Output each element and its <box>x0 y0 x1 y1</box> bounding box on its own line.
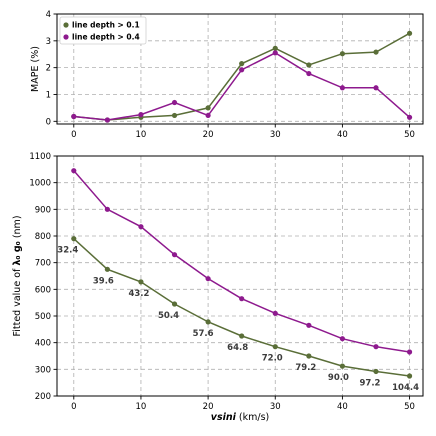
top-series-1-point-0 <box>71 113 77 120</box>
top-series-0-line <box>73 32 410 121</box>
bottom-ytick-label-400: 400 <box>35 339 51 349</box>
legend-label-depth-0.4: line depth > 0.4 <box>72 33 140 42</box>
annotation-64.8: 64.8 <box>227 343 248 353</box>
legend-marker-depth-0.4 <box>63 34 69 40</box>
bottom-series-0-point-0 <box>71 168 77 174</box>
bottom-series-1-point-10 <box>138 279 144 285</box>
bottom-series-0-point-5 <box>104 206 110 212</box>
bottom-xlabel-unit: (km/s) <box>236 412 269 423</box>
annotation-79.2: 79.2 <box>295 363 316 373</box>
bottom-xlabel-bold: vsini <box>211 412 237 423</box>
bottom-ytick-label-1000: 1000 <box>29 179 51 189</box>
top-ytick-label-4: 4 <box>46 10 51 20</box>
bottom-series-0-point-20 <box>205 276 211 282</box>
annotation-43.2: 43.2 <box>128 289 149 299</box>
bottom-series-1-point-35 <box>306 353 312 359</box>
top-series-0-point-25 <box>239 61 245 67</box>
bottom-series-1-point-50 <box>406 373 413 379</box>
annotation-32.4: 32.4 <box>57 246 78 256</box>
annotation-72.0: 72.0 <box>262 354 283 364</box>
bottom-series-1-line <box>73 238 410 377</box>
top-series-0-point-40 <box>339 51 346 57</box>
top-ytick-label-1: 1 <box>46 90 51 100</box>
bottom-ylabel: Fitted value of λ₀ g₀ (nm) <box>12 215 23 336</box>
bottom-ylabel-symbol: λ₀ g₀ <box>12 241 23 265</box>
bottom-series-0-point-35 <box>306 322 312 328</box>
top-plot-frame <box>56 13 424 125</box>
bottom-series-1-point-0 <box>71 236 77 242</box>
top-series-0-point-30 <box>272 45 278 51</box>
bottom-series-1-point-45 <box>373 368 379 375</box>
top-series-1-point-50 <box>406 114 413 120</box>
top-series-1-point-30 <box>272 50 278 56</box>
top-ytick-label-0: 0 <box>46 117 51 127</box>
bottom-xtick-label-30: 30 <box>270 402 281 412</box>
bottom-series-1-point-25 <box>239 333 245 339</box>
bottom-series-0-point-45 <box>373 344 379 350</box>
bottom-series-0-point-15 <box>171 252 178 258</box>
bottom-ytick-label-900: 900 <box>35 205 51 215</box>
bottom-ytick-label-200: 200 <box>35 392 51 402</box>
bottom-series-1-point-20 <box>205 319 211 325</box>
top-series-0-point-20 <box>205 105 211 111</box>
top-xtick-label-20: 20 <box>203 130 214 140</box>
bottom-ytick-label-1100: 1100 <box>29 152 51 162</box>
top-xtick-label-0: 0 <box>71 130 76 140</box>
bottom-ytick-label-700: 700 <box>35 259 51 269</box>
bottom-xlabel: vsini (km/s) <box>211 412 269 423</box>
bottom-xtick-label-50: 50 <box>404 402 415 412</box>
bottom-series-0-point-25 <box>239 296 245 302</box>
top-series-0-point-50 <box>406 30 413 36</box>
top-series-0-point-35 <box>306 62 312 68</box>
bottom-series-0-point-40 <box>339 336 346 342</box>
bottom-series-1-point-30 <box>272 344 278 350</box>
bottom-series-1-point-40 <box>339 363 346 369</box>
top-xtick-label-30: 30 <box>270 130 281 140</box>
bottom-ytick-label-600: 600 <box>35 285 51 295</box>
bottom-series-1-point-15 <box>171 301 178 307</box>
top-xtick-label-50: 50 <box>404 130 415 140</box>
bottom-series-0-point-30 <box>272 310 278 316</box>
legend-box <box>59 16 147 45</box>
bottom-series-0-point-50 <box>406 349 413 355</box>
bottom-series-1-point-5 <box>104 266 110 272</box>
legend-label-depth-0.1: line depth > 0.1 <box>72 21 140 30</box>
bottom-ytick-label-800: 800 <box>35 232 51 242</box>
annotation-104.4: 104.4 <box>392 383 419 393</box>
top-series-1-point-35 <box>306 70 312 77</box>
top-xtick-label-10: 10 <box>136 130 147 140</box>
top-xtick-label-40: 40 <box>337 130 348 140</box>
top-series-0-point-45 <box>373 49 379 55</box>
top-ytick-label-3: 3 <box>46 37 51 47</box>
bottom-ylabel-prefix: Fitted value of <box>12 266 23 337</box>
bottom-ylabel-unit: (nm) <box>12 215 23 241</box>
bottom-ytick-label-300: 300 <box>35 365 51 375</box>
legend-marker-depth-0.1 <box>63 22 69 28</box>
annotation-90.0: 90.0 <box>328 373 349 383</box>
top-series-0-point-15 <box>171 112 178 119</box>
annotation-50.4: 50.4 <box>158 311 179 321</box>
bottom-xtick-label-10: 10 <box>136 402 147 412</box>
top-series-1-point-15 <box>171 99 178 106</box>
annotation-97.2: 97.2 <box>359 378 380 388</box>
top-series-1-point-5 <box>104 117 110 123</box>
top-series-1-point-25 <box>239 67 245 73</box>
bottom-xtick-label-0: 0 <box>71 402 76 412</box>
bottom-xtick-label-40: 40 <box>337 402 348 412</box>
annotation-57.6: 57.6 <box>193 329 214 339</box>
bottom-series-0-point-10 <box>138 224 144 230</box>
top-ytick-label-2: 2 <box>46 64 51 74</box>
bottom-ytick-label-500: 500 <box>35 312 51 322</box>
top-series-1-point-40 <box>339 85 346 91</box>
top-series-1-point-45 <box>373 85 379 91</box>
top-series-1-point-20 <box>205 112 211 119</box>
top-ylabel: MAPE (%) <box>30 46 41 92</box>
bottom-xtick-label-20: 20 <box>203 402 214 412</box>
legend: line depth > 0.1 line depth > 0.4 <box>59 16 147 45</box>
top-series-1-point-10 <box>138 112 144 118</box>
bottom-plot-frame <box>56 155 424 397</box>
annotation-39.6: 39.6 <box>93 276 114 286</box>
bottom-series-0-line <box>73 170 410 353</box>
